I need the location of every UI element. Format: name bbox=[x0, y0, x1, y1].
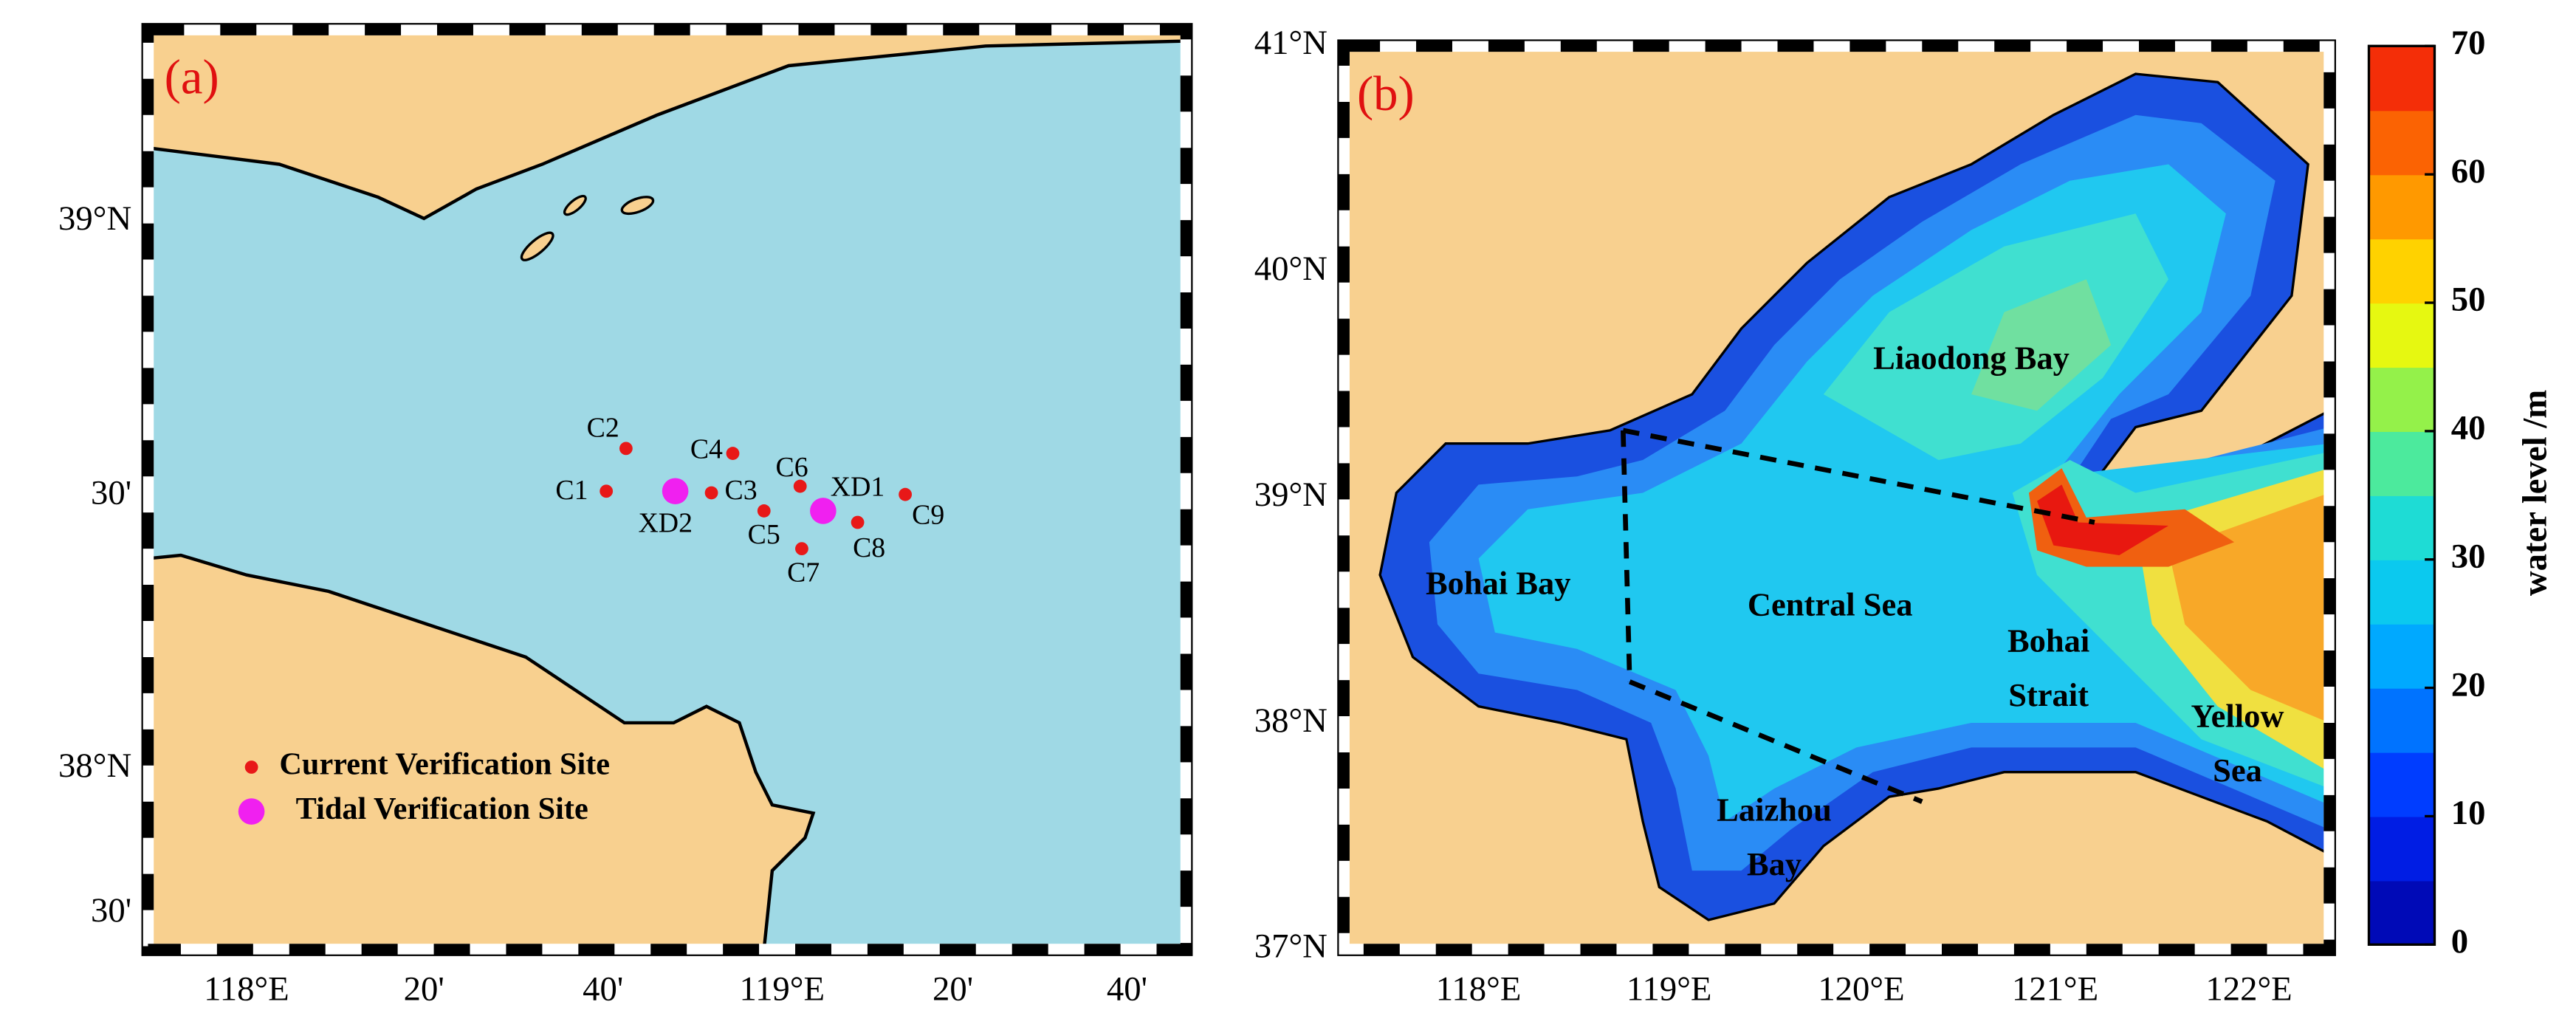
colorbar-tick-label: 60 bbox=[2451, 152, 2486, 190]
current-site bbox=[795, 542, 808, 556]
colorbar-band bbox=[2369, 303, 2435, 368]
colorbar-band bbox=[2369, 880, 2435, 946]
site-label: C7 bbox=[787, 557, 820, 588]
region-label: Liaodong Bay bbox=[1873, 340, 2070, 377]
colorbar-band bbox=[2369, 110, 2435, 176]
island bbox=[520, 231, 554, 261]
colorbar-frame bbox=[2367, 44, 2436, 946]
frame bbox=[1337, 39, 2336, 956]
y-tick-label: 30' bbox=[91, 891, 131, 930]
region-label: Bay bbox=[1747, 845, 1802, 882]
panel-b-map bbox=[1344, 46, 2331, 950]
x-tick-label: 40' bbox=[583, 970, 623, 1009]
colorbar-band bbox=[2369, 46, 2435, 111]
site-label: C2 bbox=[587, 413, 619, 444]
colorbar-band bbox=[2369, 238, 2435, 304]
colorbar-tick-label: 0 bbox=[2451, 922, 2468, 961]
colorbar-tick-label: 50 bbox=[2451, 281, 2486, 319]
x-tick-label: 120°E bbox=[1818, 970, 1904, 1009]
region-label: Strait bbox=[2008, 676, 2089, 713]
frame bbox=[142, 24, 1192, 955]
y-tick-label: 39°N bbox=[58, 199, 131, 238]
current-site bbox=[851, 515, 865, 529]
colorbar-band bbox=[2369, 366, 2435, 432]
colorbar-band bbox=[2369, 430, 2435, 496]
region-label: Bohai bbox=[2007, 622, 2089, 659]
colorbar-band bbox=[2369, 752, 2435, 817]
y-tick-label: 39°N bbox=[1254, 475, 1328, 514]
colorbar-band bbox=[2369, 816, 2435, 882]
site-label: XD1 bbox=[831, 472, 885, 503]
site-label: C1 bbox=[555, 475, 588, 506]
current-site bbox=[726, 447, 740, 460]
colorbar-tick-label: 30 bbox=[2451, 537, 2486, 575]
region-label: Yellow bbox=[2191, 698, 2284, 735]
island bbox=[620, 196, 655, 216]
site-label: C5 bbox=[748, 519, 780, 550]
region-label: Laizhou bbox=[1717, 792, 1832, 828]
frame bbox=[1338, 40, 2335, 955]
y-tick-label: 30' bbox=[91, 474, 131, 512]
current-site bbox=[899, 487, 913, 501]
y-tick-label: 41°N bbox=[1254, 24, 1328, 62]
y-tick-label: 37°N bbox=[1254, 927, 1328, 966]
site-label: C4 bbox=[690, 434, 723, 465]
tidal-site bbox=[810, 498, 837, 524]
colorbar-band bbox=[2369, 687, 2435, 753]
site-label: C6 bbox=[776, 452, 808, 483]
x-tick-label: 118°E bbox=[204, 970, 289, 1009]
current-site bbox=[793, 479, 807, 493]
panel-label: (b) bbox=[1357, 67, 1415, 121]
land bbox=[146, 553, 816, 952]
frame bbox=[141, 23, 1193, 956]
current-site bbox=[704, 486, 718, 500]
site-label: XD2 bbox=[639, 508, 693, 539]
region-label: Central Sea bbox=[1748, 586, 1913, 622]
island bbox=[563, 194, 587, 216]
colorbar-label: water level /m bbox=[2515, 390, 2554, 596]
y-tick-label: 40°N bbox=[1254, 250, 1328, 288]
current-site bbox=[600, 484, 614, 498]
site-label: C3 bbox=[725, 475, 758, 506]
colorbar-tick-label: 10 bbox=[2451, 794, 2486, 832]
x-tick-label: 20' bbox=[404, 970, 444, 1009]
colorbar-band bbox=[2369, 559, 2435, 625]
x-tick-label: 122°E bbox=[2205, 970, 2292, 1009]
site-label: C8 bbox=[853, 532, 885, 563]
colorbar-band bbox=[2369, 495, 2435, 560]
panel-label: (a) bbox=[165, 51, 219, 105]
tidal-site bbox=[662, 478, 689, 505]
sea-depth-4 bbox=[1971, 279, 2112, 411]
region-label: Bohai Bay bbox=[1426, 564, 1571, 601]
colorbar-tick-label: 20 bbox=[2451, 665, 2486, 704]
site-label: C9 bbox=[912, 500, 944, 531]
colorbar-tick-label: 70 bbox=[2451, 24, 2486, 62]
x-tick-label: 119°E bbox=[1627, 970, 1712, 1009]
legend-marker bbox=[244, 761, 258, 774]
current-site bbox=[619, 442, 633, 456]
x-tick-label: 119°E bbox=[739, 970, 825, 1009]
sea-depth-8 bbox=[2037, 484, 2169, 556]
colorbar-band bbox=[2369, 623, 2435, 689]
panel-a-map bbox=[146, 27, 1188, 952]
current-site bbox=[757, 504, 771, 518]
region-boundary bbox=[1621, 428, 2095, 804]
y-tick-label: 38°N bbox=[58, 746, 131, 785]
legend-label: Current Verification Site bbox=[279, 747, 610, 782]
x-tick-label: 121°E bbox=[2012, 970, 2098, 1009]
legend-marker bbox=[238, 798, 265, 825]
colorbar-band bbox=[2369, 174, 2435, 240]
colorbar-tick-label: 40 bbox=[2451, 409, 2486, 447]
legend-label: Tidal Verification Site bbox=[296, 792, 588, 826]
region-label: Sea bbox=[2213, 752, 2262, 789]
x-tick-label: 20' bbox=[932, 970, 973, 1009]
x-tick-label: 118°E bbox=[1436, 970, 1522, 1009]
x-tick-label: 40' bbox=[1107, 970, 1147, 1009]
y-tick-label: 38°N bbox=[1254, 701, 1328, 740]
